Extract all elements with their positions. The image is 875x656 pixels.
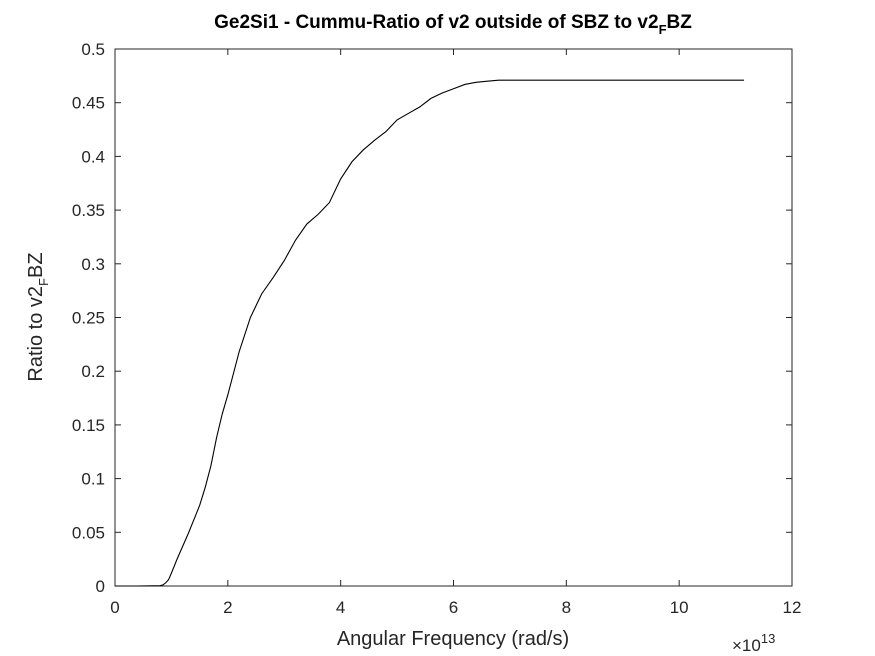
- y-tick-label: 0.35: [72, 201, 105, 220]
- tick-labels: 0 2 4 6 8 10 12 0 0.05 0.1 0.15 0.2 0.25 0.3 0.35 0.4 0.…: [72, 40, 802, 617]
- y-tick-label: 0: [96, 577, 105, 596]
- x-tick-label: 4: [336, 598, 345, 617]
- y-tick-label: 0.45: [72, 94, 105, 113]
- y-tick-label: 0.4: [81, 147, 105, 166]
- y-tick-label: 0.25: [72, 309, 105, 328]
- y-tick-label: 0.05: [72, 523, 105, 542]
- y-tick-label: 0.1: [81, 470, 105, 489]
- series-line: [115, 79, 745, 587]
- x-axis-label: Angular Frequency (rad/s): [337, 628, 569, 650]
- x-tick-label: 0: [110, 598, 119, 617]
- x-tick-label: 2: [223, 598, 232, 617]
- plot-area: [114, 48, 793, 587]
- x-tick-label: 10: [670, 598, 689, 617]
- chart-title: Ge2Si1 - Cummu-Ratio of v2 outside of SB…: [214, 12, 692, 37]
- y-tick-label: 0.15: [72, 416, 105, 435]
- x-tick-label: 6: [449, 598, 458, 617]
- axis-ticks: [114, 48, 793, 587]
- y-tick-label: 0.3: [81, 255, 105, 274]
- x-tick-label: 12: [783, 598, 802, 617]
- y-tick-label: 0.5: [81, 40, 105, 59]
- x-axis-exponent: ×1013: [732, 631, 775, 655]
- x-tick-label: 8: [562, 598, 571, 617]
- y-tick-label: 0.2: [81, 362, 105, 381]
- y-axis-label: Ratio to v2FBZ: [25, 252, 51, 381]
